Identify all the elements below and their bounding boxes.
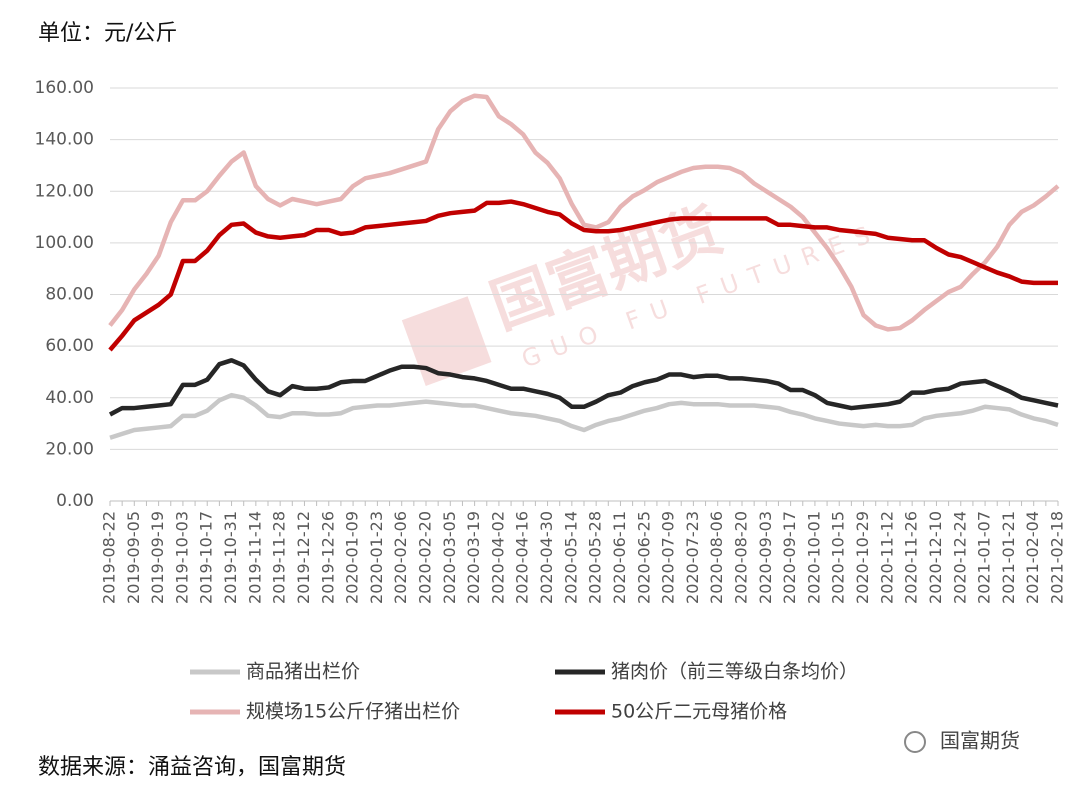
x-tick-label: 2019-10-17	[197, 511, 216, 604]
x-tick-label: 2020-05-14	[561, 511, 580, 604]
y-tick-label: 160.00	[35, 78, 94, 98]
watermark-logo	[401, 296, 492, 386]
x-tick-label: 2019-09-05	[124, 511, 143, 604]
x-tick-label: 2020-10-29	[853, 511, 872, 604]
x-tick-label: 2020-04-02	[488, 511, 507, 604]
y-tick-label: 60.00	[45, 336, 94, 356]
x-tick-label: 2020-06-25	[634, 511, 653, 604]
series-line	[108, 358, 1059, 417]
legend-label: 规模场15公斤仔猪出栏价	[246, 701, 460, 723]
legend-label: 50公斤二元母猪价格	[611, 701, 787, 723]
y-tick-label: 40.00	[45, 388, 94, 408]
x-tick-label: 2020-09-17	[780, 511, 799, 604]
x-tick-label: 2020-11-26	[902, 511, 921, 604]
x-tick-label: 2020-02-20	[416, 511, 435, 604]
x-tick-label: 2021-02-18	[1048, 511, 1067, 604]
x-tick-label: 2021-01-21	[999, 511, 1018, 604]
x-tick-label: 2021-02-04	[1023, 511, 1042, 604]
unit-label: 单位：元/公斤	[38, 21, 177, 46]
x-tick-label: 2020-11-12	[877, 511, 896, 604]
x-tick-label: 2020-08-06	[707, 511, 726, 604]
y-tick-label: 120.00	[35, 181, 94, 201]
x-tick-label: 2019-11-28	[270, 511, 289, 604]
series-line	[108, 93, 1060, 332]
y-tick-label: 0.00	[56, 491, 94, 511]
x-tick-label: 2020-03-05	[440, 511, 459, 604]
brand-icon	[904, 731, 926, 753]
series-line	[109, 392, 1059, 440]
x-tick-label: 2020-03-19	[464, 511, 483, 604]
y-tick-label: 20.00	[45, 439, 94, 459]
x-tick-label: 2020-04-16	[513, 511, 532, 604]
x-tick-label: 2020-05-28	[586, 511, 605, 604]
y-tick-label: 100.00	[35, 233, 94, 253]
brand: 国富期货	[940, 729, 1020, 753]
x-tick-label: 2020-04-30	[537, 511, 556, 604]
legend-label: 商品猪出栏价	[246, 661, 360, 683]
x-tick-label: 2020-01-23	[367, 511, 386, 604]
legend-label: 猪肉价（前三等级白条均价）	[611, 661, 858, 683]
x-tick-label: 2020-02-06	[391, 511, 410, 604]
x-tick-label: 2019-09-19	[148, 511, 167, 604]
x-tick-label: 2020-07-23	[683, 511, 702, 604]
watermark: 国富期货 GUO FU FUTURES	[401, 195, 885, 386]
x-tick-label: 2021-01-07	[975, 511, 994, 604]
y-tick-label: 80.00	[45, 285, 94, 305]
x-tick-label: 2019-10-03	[172, 511, 191, 604]
source: 数据来源：涌益咨询，国富期货	[38, 755, 346, 780]
x-tick-label: 2020-08-20	[732, 511, 751, 604]
x-tick-label: 2020-01-09	[343, 511, 362, 604]
x-tick-label: 2019-10-31	[221, 511, 240, 604]
x-tick-label: 2020-12-10	[926, 511, 945, 604]
series-line	[108, 199, 1058, 352]
x-tick-label: 2020-07-09	[659, 511, 678, 604]
x-tick-label: 2019-12-12	[294, 511, 313, 604]
x-tick-label: 2020-06-11	[610, 511, 629, 604]
x-tick-label: 2019-08-22	[100, 511, 119, 604]
x-tick-label: 2020-09-03	[756, 511, 775, 604]
x-tick-label: 2020-12-24	[950, 511, 969, 604]
x-tick-label: 2020-10-01	[804, 511, 823, 604]
x-tick-label: 2020-10-15	[829, 511, 848, 604]
y-tick-label: 140.00	[35, 130, 94, 150]
x-tick-label: 2019-12-26	[318, 511, 337, 604]
x-tick-label: 2019-11-14	[245, 511, 264, 604]
